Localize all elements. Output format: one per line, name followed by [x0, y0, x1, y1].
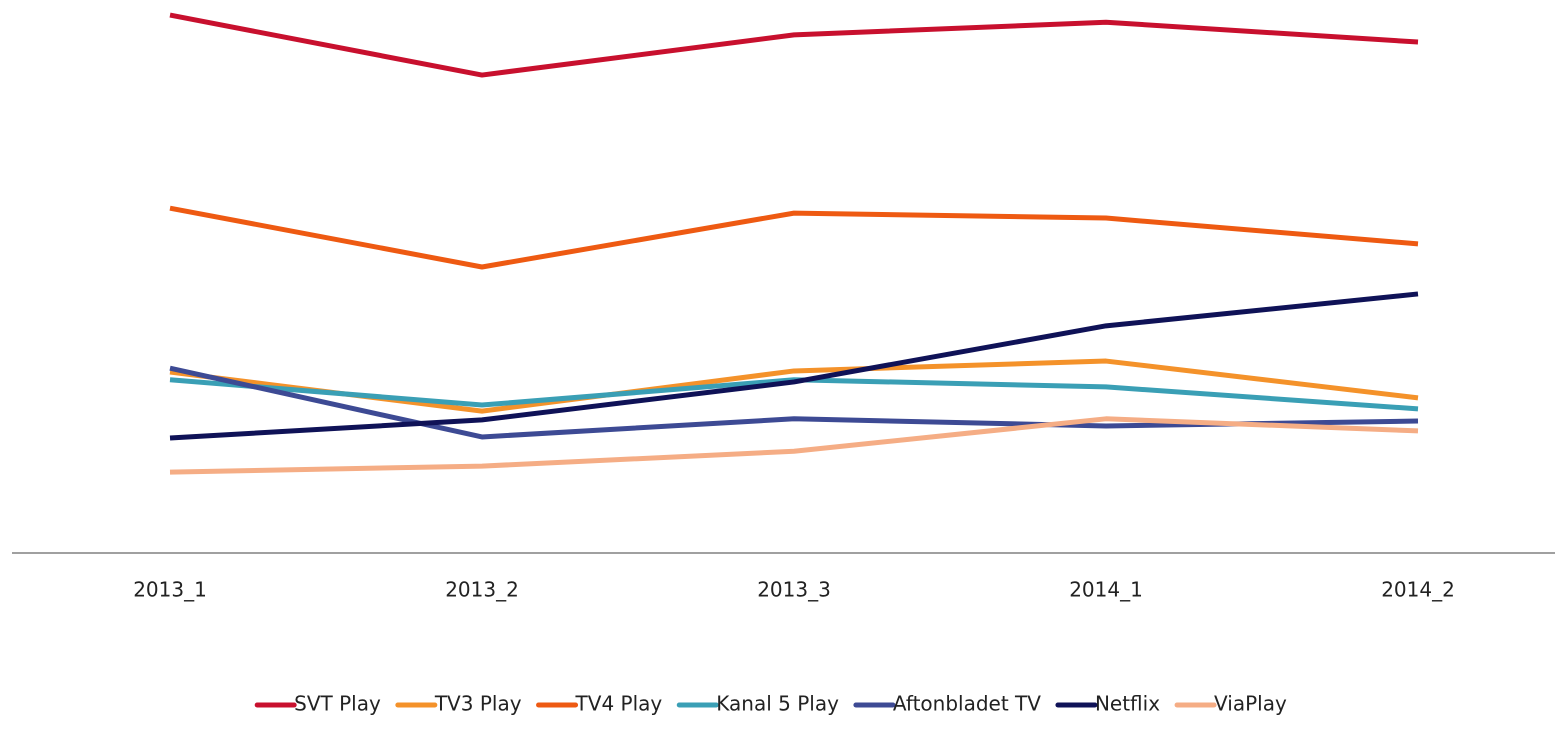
series-line	[169, 416, 1419, 475]
legend-label: TV3 Play	[434, 692, 522, 716]
legend-label: TV4 Play	[575, 692, 663, 716]
series-line	[169, 291, 1419, 441]
x-tick-label: 2013_2	[445, 578, 519, 602]
legend-label: ViaPlay	[1214, 692, 1287, 716]
legend-label: SVT Play	[294, 692, 381, 716]
legend-label: Kanal 5 Play	[716, 692, 839, 716]
series-line	[169, 358, 1419, 414]
x-tick-label: 2014_2	[1381, 578, 1455, 602]
series-line	[169, 205, 1419, 270]
x-tick-label: 2013_3	[757, 578, 831, 602]
series-line	[169, 12, 1419, 78]
x-tick-label: 2013_1	[133, 578, 207, 602]
x-tick-label: 2014_1	[1069, 578, 1143, 602]
legend-label: Netflix	[1095, 692, 1160, 716]
legend-label: Aftonbladet TV	[893, 692, 1041, 716]
